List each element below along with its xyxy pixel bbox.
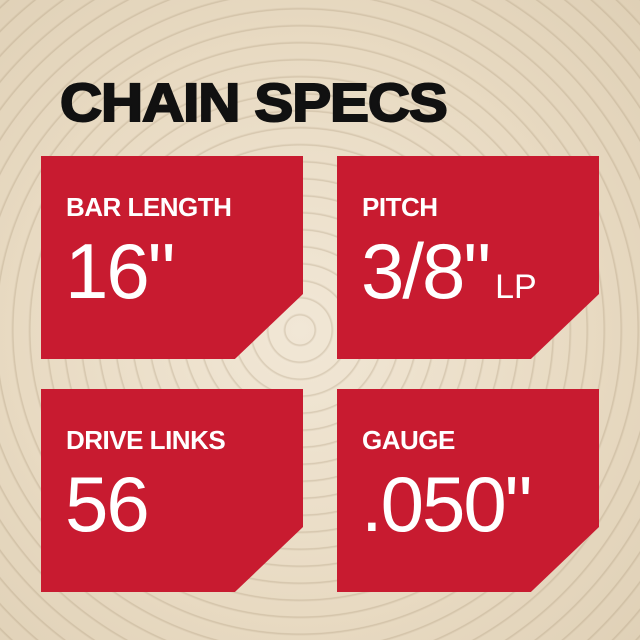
spec-value-text: 3/8" bbox=[361, 227, 491, 315]
spec-value-text: 56 bbox=[65, 460, 150, 548]
spec-label: PITCH bbox=[362, 192, 438, 222]
spec-card-bar-length: BAR LENGTH 16" bbox=[41, 156, 303, 359]
spec-label: DRIVE LINKS bbox=[66, 425, 226, 455]
spec-unit: LP bbox=[495, 268, 537, 306]
spec-value: 3/8" LP bbox=[361, 226, 537, 317]
spec-value-text: 16" bbox=[65, 227, 175, 315]
spec-card-gauge: GAUGE .050" bbox=[337, 389, 599, 592]
spec-value-text: .050" bbox=[361, 460, 532, 548]
spec-card-pitch: PITCH 3/8" LP bbox=[337, 156, 599, 359]
spec-value: 16" bbox=[65, 226, 175, 317]
spec-value: 56 bbox=[65, 459, 150, 550]
spec-card-drive-links: DRIVE LINKS 56 bbox=[41, 389, 303, 592]
spec-value: .050" bbox=[361, 459, 532, 550]
spec-label: BAR LENGTH bbox=[66, 192, 232, 222]
page-title: CHAIN SPECS bbox=[59, 72, 449, 134]
spec-label: GAUGE bbox=[362, 425, 455, 455]
